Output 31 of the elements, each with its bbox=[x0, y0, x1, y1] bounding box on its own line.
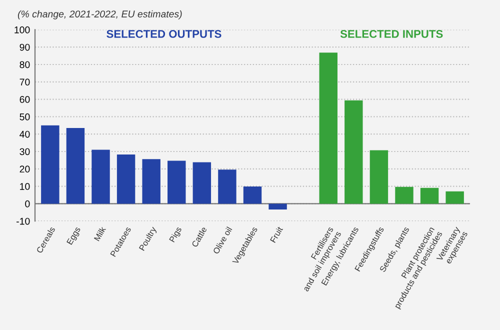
y-tick-label: 60 bbox=[20, 96, 30, 103]
bar bbox=[192, 162, 212, 204]
y-tick-label: 10 bbox=[20, 183, 30, 190]
bar bbox=[41, 125, 60, 204]
bar bbox=[446, 191, 464, 204]
text: SELECTED OUTPUTS bbox=[106, 30, 222, 38]
chart-subtitle: (% change, 2021-2022, EU estimates) bbox=[18, 10, 182, 20]
y-tick-label: 90 bbox=[20, 44, 30, 51]
y-tick-label: 80 bbox=[20, 61, 30, 68]
bar bbox=[92, 150, 110, 204]
y-tick-label: 50 bbox=[20, 113, 30, 120]
y-tick-label: 20 bbox=[20, 166, 30, 173]
bar bbox=[243, 186, 262, 204]
bar bbox=[142, 159, 160, 204]
y-tick-label: 100 bbox=[14, 26, 30, 34]
y-tick-label: 40 bbox=[20, 130, 30, 138]
bar bbox=[66, 128, 85, 204]
bar bbox=[420, 188, 439, 204]
y-tick-label: 30 bbox=[20, 148, 30, 156]
y-tick-label: -10 bbox=[16, 218, 30, 225]
series-label: SELECTED INPUTS bbox=[340, 30, 443, 38]
bar bbox=[218, 170, 236, 204]
bar bbox=[268, 204, 287, 210]
bar bbox=[319, 52, 338, 204]
bar bbox=[168, 160, 186, 204]
bar bbox=[370, 150, 388, 204]
y-tick-label: 0 bbox=[25, 200, 30, 208]
y-tick-label: 70 bbox=[20, 78, 30, 86]
bar bbox=[344, 100, 363, 204]
bar bbox=[395, 186, 414, 204]
bar bbox=[116, 154, 136, 204]
